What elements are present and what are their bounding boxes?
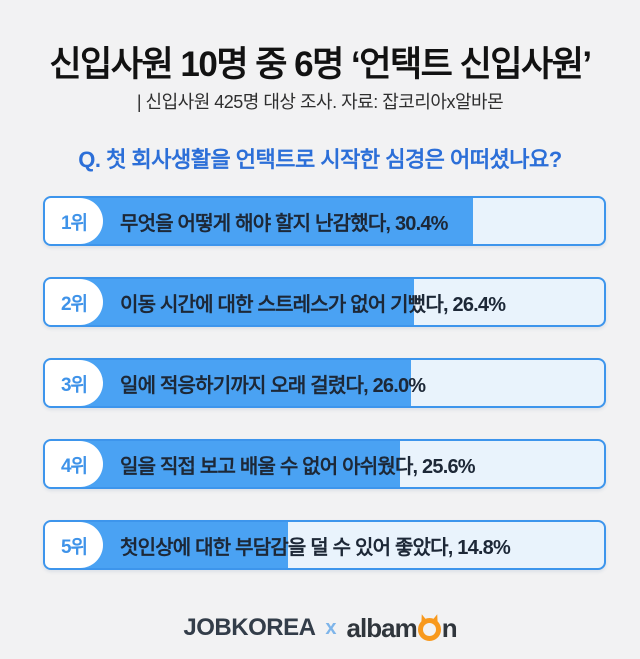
jobkorea-logo: JOBKOREA (183, 614, 316, 641)
bar-label: 이동 시간에 대한 스트레스가 없어 기뻤다, 26.4% (120, 293, 506, 316)
ranking-bar-row: 4위 일을 직접 보고 배울 수 없어 아쉬웠다, 25.6% (43, 439, 606, 489)
bar-label: 첫인상에 대한 부담감을 덜 수 있어 좋았다, 14.8% (120, 536, 511, 559)
bar-fill (45, 360, 412, 406)
albamon-logo: albam n (346, 612, 458, 644)
rank-badge: 5위 (45, 522, 103, 568)
survey-source-subtitle: | 신입사원 425명 대상 조사. 자료: 잡코리아x알바몬 (136, 92, 504, 112)
bar-fill (45, 198, 473, 244)
rank-badge: 3위 (45, 360, 103, 406)
ranking-bar-row: 5위 첫인상에 대한 부담감을 덜 수 있어 좋았다, 14.8% (43, 520, 606, 570)
bar-label: 일을 직접 보고 배울 수 없어 아쉬웠다, 25.6% (120, 455, 476, 478)
ranking-bar-row: 3위 일에 적응하기까지 오래 걸렸다, 26.0% (43, 358, 606, 408)
footer-logos: JOBKOREA x albam n (0, 608, 640, 648)
bar-label: 일에 적응하기까지 오래 걸렸다, 26.0% (120, 374, 426, 397)
ranking-bar-row: 1위 무엇을 어떻게 해야 할지 난감했다, 30.4% (43, 196, 606, 246)
page-title: 신입사원 10명 중 6명 ‘언택트 신입사원’ (49, 45, 592, 84)
bar-fill (45, 441, 400, 487)
bar-label: 무엇을 어떻게 해야 할지 난감했다, 30.4% (120, 212, 448, 235)
bar-fill (45, 279, 414, 325)
ranking-bar-chart: 1위 무엇을 어떻게 해야 할지 난감했다, 30.4% 2위 이동 시간에 대… (43, 196, 606, 601)
albamon-logo-prefix: albam (346, 612, 418, 643)
survey-question: Q. 첫 회사생활을 언택트로 시작한 심경은 어떠셨나요? (78, 147, 562, 172)
rank-badge: 1위 (45, 198, 103, 244)
albamon-mascot-o-icon (417, 617, 441, 641)
ranking-bar-row: 2위 이동 시간에 대한 스트레스가 없어 기뻤다, 26.4% (43, 277, 606, 327)
rank-badge: 4위 (45, 441, 103, 487)
rank-badge: 2위 (45, 279, 103, 325)
albamon-logo-suffix: n (441, 612, 458, 643)
logo-x-separator: x (325, 616, 337, 639)
